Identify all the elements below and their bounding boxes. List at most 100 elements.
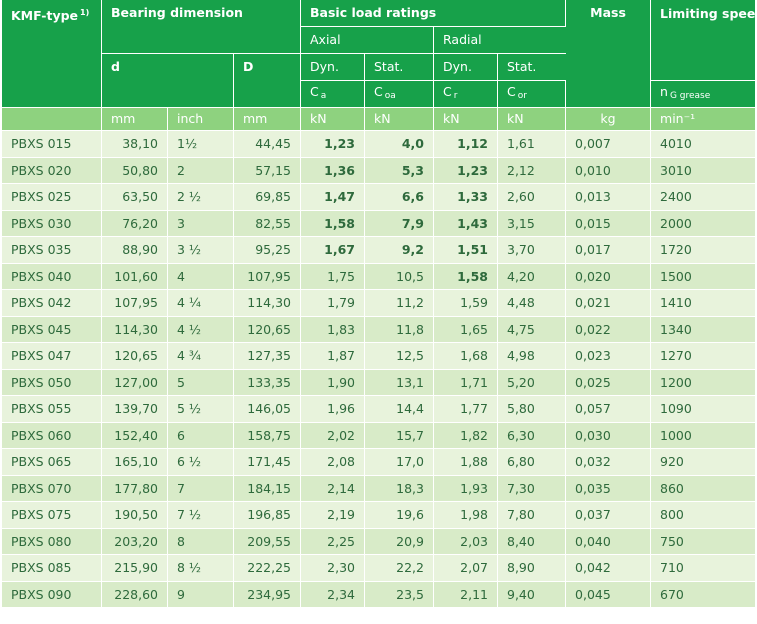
cell-cr: 1,71	[434, 369, 498, 396]
cell-type: PBXS 025	[2, 184, 102, 211]
cell-D-mm: 82,55	[234, 210, 301, 237]
cell-type: PBXS 075	[2, 502, 102, 529]
table-row: PBXS 075 190,50 7 ½ 196,85 2,19 19,6 1,98 7,80 0…	[2, 502, 756, 529]
cell-coa: 13,1	[365, 369, 434, 396]
cell-cor: 4,75	[498, 316, 567, 343]
table-row: PBXS 080 203,20 8 209,55 2,25 20,9 2,03 8,40 0,0…	[2, 528, 756, 555]
cell-speed: 920	[651, 449, 756, 476]
cell-cr: 1,59	[434, 290, 498, 317]
cell-cor: 6,30	[498, 422, 567, 449]
cell-D-mm: 95,25	[234, 237, 301, 264]
table-row: PBXS 055 139,70 5 ½ 146,05 1,96 14,4 1,77 5,80 0…	[2, 396, 756, 423]
cell-d-inch: 4 ½	[168, 316, 234, 343]
table-row: PBXS 050 127,00 5 133,35 1,90 13,1 1,71 5,20 0,0…	[2, 369, 756, 396]
cell-speed: 1720	[651, 237, 756, 264]
cell-type: PBXS 050	[2, 369, 102, 396]
cell-type: PBXS 080	[2, 528, 102, 555]
cell-cr: 2,11	[434, 581, 498, 608]
cell-cor: 7,80	[498, 502, 567, 529]
cell-coa: 15,7	[365, 422, 434, 449]
cell-type: PBXS 040	[2, 263, 102, 290]
cell-ca: 1,47	[301, 184, 365, 211]
cell-speed: 4010	[651, 131, 756, 158]
cell-ca: 1,90	[301, 369, 365, 396]
cell-mass: 0,015	[566, 210, 652, 237]
cell-mass: 0,057	[566, 396, 652, 423]
cell-D-mm: 114,30	[234, 290, 301, 317]
cell-speed: 1500	[651, 263, 756, 290]
cell-mass: 0,021	[566, 290, 652, 317]
cell-type: PBXS 015	[2, 131, 102, 158]
cell-cor: 5,80	[498, 396, 567, 423]
cell-speed: 2400	[651, 184, 756, 211]
units-row: mm inch mm kN kN kN kN kg min⁻¹	[2, 108, 756, 131]
cell-mass: 0,025	[566, 369, 652, 396]
cell-cor: 3,70	[498, 237, 567, 264]
unit-ca: kN	[301, 108, 365, 131]
unit-cor: kN	[498, 108, 567, 131]
unit-mass: kg	[566, 108, 652, 131]
unit-cr: kN	[434, 108, 498, 131]
cell-coa: 20,9	[365, 528, 434, 555]
cell-D-mm: 57,15	[234, 157, 301, 184]
cell-ca: 1,75	[301, 263, 365, 290]
cell-D-mm: 120,65	[234, 316, 301, 343]
table-header: KMF-type 1) Bearing dimension Basic load …	[2, 0, 756, 131]
cell-d-inch: 5	[168, 369, 234, 396]
cell-coa: 14,4	[365, 396, 434, 423]
cell-mass: 0,032	[566, 449, 652, 476]
header-kmf-type: KMF-type 1)	[2, 0, 102, 108]
cell-speed: 670	[651, 581, 756, 608]
cell-ca: 2,14	[301, 475, 365, 502]
cell-d-mm: 63,50	[102, 184, 168, 211]
cell-ca: 2,30	[301, 555, 365, 582]
header-axial: Axial	[301, 27, 434, 54]
cell-type: PBXS 047	[2, 343, 102, 370]
table-row: PBXS 030 76,20 3 82,55 1,58 7,9 1,43 3,15 0,015 2…	[2, 210, 756, 237]
table-row: PBXS 015 38,10 1½ 44,45 1,23 4,0 1,12 1,61 0,007…	[2, 131, 756, 158]
unit-d-inch: inch	[168, 108, 234, 131]
cell-coa: 7,9	[365, 210, 434, 237]
cell-cr: 1,51	[434, 237, 498, 264]
cell-type: PBXS 030	[2, 210, 102, 237]
cell-coa: 23,5	[365, 581, 434, 608]
cell-d-mm: 165,10	[102, 449, 168, 476]
cell-d-mm: 203,20	[102, 528, 168, 555]
cell-mass: 0,017	[566, 237, 652, 264]
header-radial: Radial	[434, 27, 567, 54]
cell-d-inch: 1½	[168, 131, 234, 158]
cell-d-mm: 152,40	[102, 422, 168, 449]
cell-cr: 1,43	[434, 210, 498, 237]
cell-ca: 2,02	[301, 422, 365, 449]
cell-d-inch: 6	[168, 422, 234, 449]
cell-cr: 1,12	[434, 131, 498, 158]
cell-speed: 1410	[651, 290, 756, 317]
cell-cr: 1,82	[434, 422, 498, 449]
cell-coa: 6,6	[365, 184, 434, 211]
header-radial-stat: Stat.	[498, 54, 567, 81]
cell-cor: 8,40	[498, 528, 567, 555]
cell-cr: 2,03	[434, 528, 498, 555]
cell-d-inch: 3 ½	[168, 237, 234, 264]
bearing-data-table: KMF-type 1) Bearing dimension Basic load …	[2, 0, 756, 608]
cell-D-mm: 222,25	[234, 555, 301, 582]
table-row: PBXS 085 215,90 8 ½ 222,25 2,30 22,2 2,07 8,90 0…	[2, 555, 756, 582]
cell-speed: 1090	[651, 396, 756, 423]
table-row: PBXS 035 88,90 3 ½ 95,25 1,67 9,2 1,51 3,70 0,01…	[2, 237, 756, 264]
cell-cor: 5,20	[498, 369, 567, 396]
unit-speed: min⁻¹	[651, 108, 756, 131]
cell-d-inch: 8	[168, 528, 234, 555]
header-axial-stat: Stat.	[365, 54, 434, 81]
cell-d-inch: 4	[168, 263, 234, 290]
cell-coa: 19,6	[365, 502, 434, 529]
unit-type-empty	[2, 108, 102, 131]
cell-ca: 1,67	[301, 237, 365, 264]
cell-coa: 5,3	[365, 157, 434, 184]
cell-mass: 0,040	[566, 528, 652, 555]
cell-type: PBXS 060	[2, 422, 102, 449]
header-mass: Mass	[566, 0, 652, 108]
unit-coa: kN	[365, 108, 434, 131]
cell-D-mm: 158,75	[234, 422, 301, 449]
cell-D-mm: 69,85	[234, 184, 301, 211]
